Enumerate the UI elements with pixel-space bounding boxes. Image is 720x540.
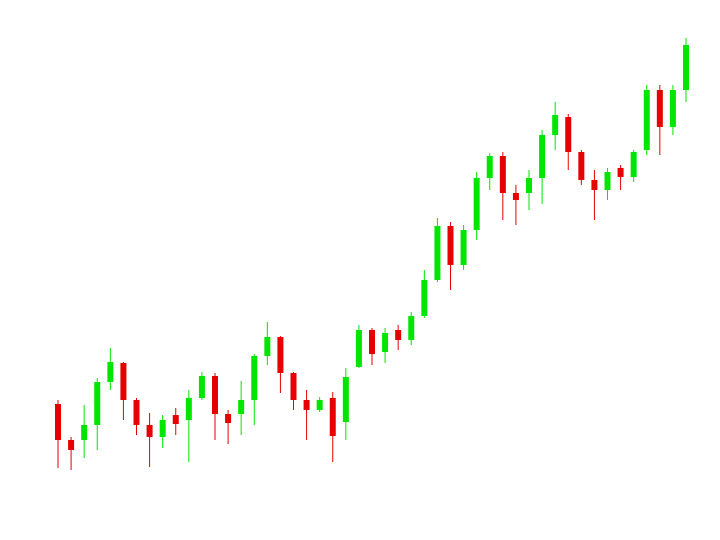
candle-body	[683, 45, 689, 90]
candle-body	[382, 333, 389, 352]
candle-body	[277, 337, 284, 373]
candle-body	[212, 376, 218, 414]
candle-body	[290, 373, 297, 400]
candle-body	[303, 400, 310, 410]
candle-body	[408, 316, 415, 340]
candle-body	[539, 135, 546, 178]
candle-body	[329, 398, 336, 436]
candle-body	[473, 178, 480, 230]
candle-body	[604, 172, 611, 190]
candle-body	[552, 115, 559, 135]
candle-body	[316, 400, 323, 410]
candle-body	[434, 226, 441, 280]
candle-body	[460, 230, 467, 265]
candle-body	[643, 90, 650, 150]
candle-body	[591, 180, 598, 190]
candle-body	[630, 152, 637, 177]
candle-body	[395, 330, 402, 340]
candle-body	[342, 377, 349, 422]
candle-body	[251, 356, 258, 400]
candle-body	[565, 117, 572, 152]
candle-body	[447, 226, 454, 265]
candle-body	[225, 414, 232, 423]
candle-body	[68, 440, 75, 450]
candle-body	[55, 404, 61, 440]
candle-body	[421, 280, 428, 316]
candle-body	[264, 337, 271, 356]
candle-body	[355, 330, 362, 367]
candle-body	[120, 363, 127, 400]
candle-body	[578, 152, 585, 180]
candle-body	[238, 400, 245, 414]
candle-body	[107, 362, 114, 382]
candle-body	[656, 90, 663, 127]
candle-body	[94, 382, 101, 425]
candle-body	[146, 425, 153, 437]
candle-body	[185, 398, 192, 420]
candle-body	[159, 420, 166, 437]
candle-body	[133, 400, 140, 425]
candle-body	[369, 330, 375, 354]
candle-body	[198, 376, 205, 398]
candle-body	[172, 415, 179, 424]
candle-body	[499, 156, 506, 193]
candle-body	[81, 425, 88, 440]
candle-body	[669, 90, 676, 127]
candle-body	[512, 193, 519, 200]
candle-body	[617, 168, 624, 177]
candle-body	[486, 156, 493, 178]
candle-body	[526, 178, 532, 193]
